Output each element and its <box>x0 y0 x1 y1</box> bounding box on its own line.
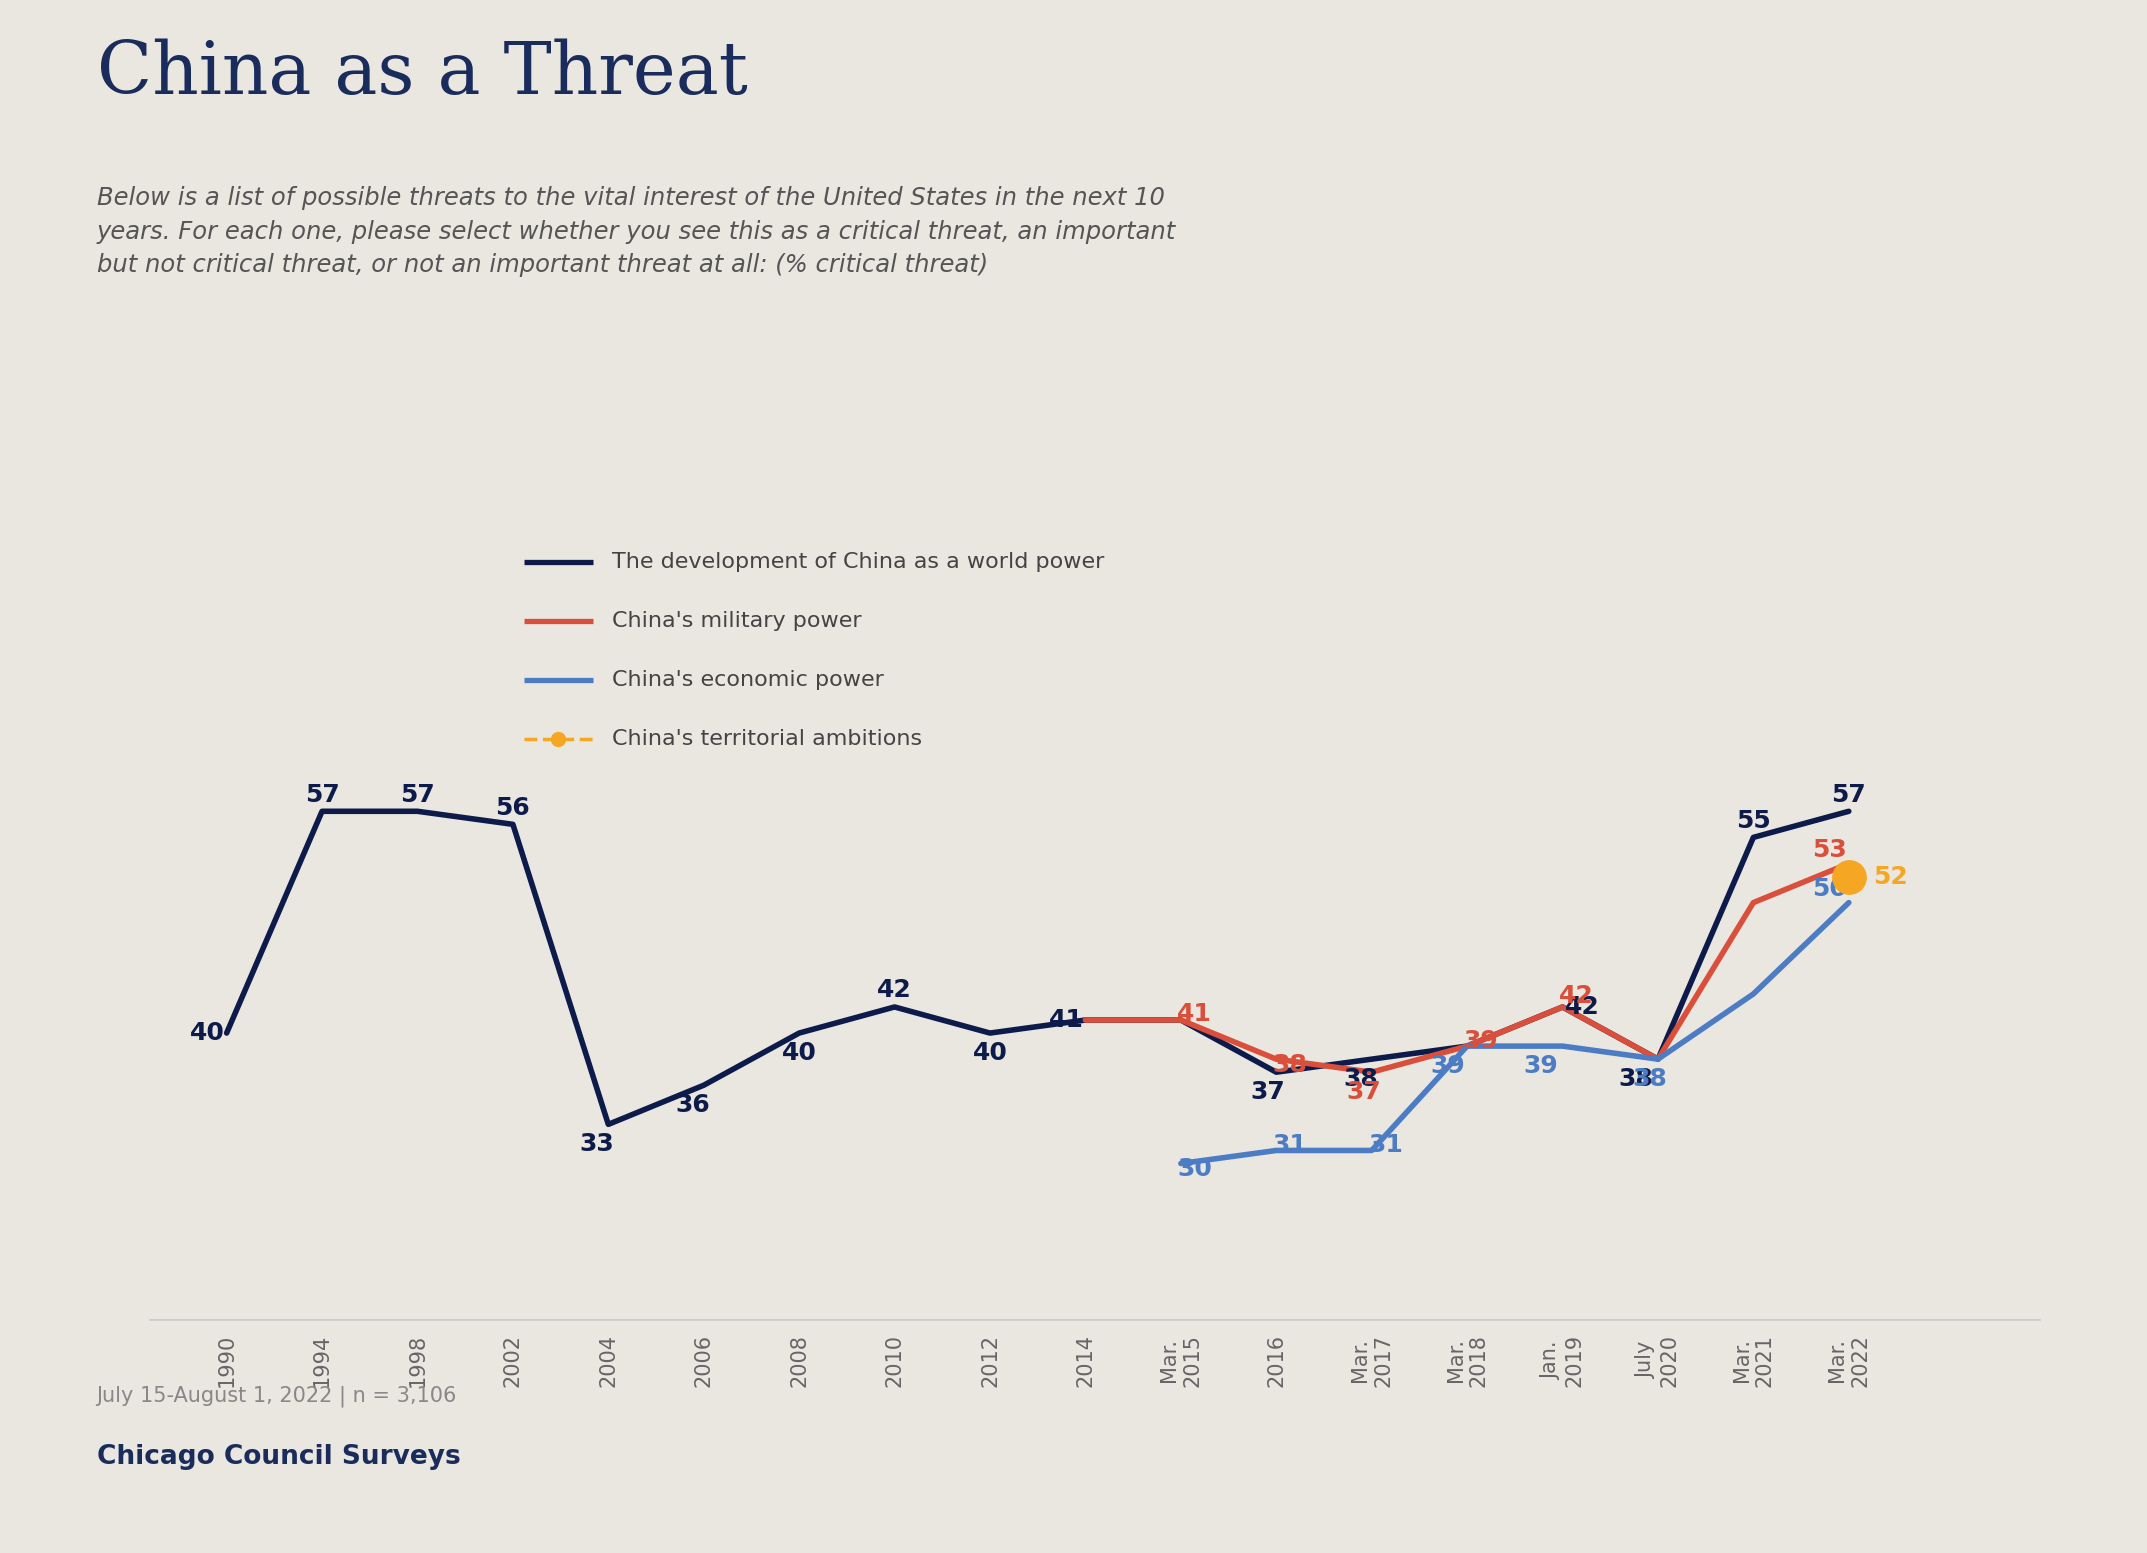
Text: 50: 50 <box>1812 877 1846 901</box>
Text: 57: 57 <box>305 783 339 806</box>
Text: China's military power: China's military power <box>612 612 861 631</box>
Text: 36: 36 <box>676 1093 711 1117</box>
Text: 39: 39 <box>1430 1053 1464 1078</box>
Text: 38: 38 <box>1632 1067 1666 1090</box>
Text: 52: 52 <box>1872 865 1909 888</box>
Text: 41: 41 <box>1048 1008 1084 1033</box>
Text: 38: 38 <box>1273 1053 1308 1076</box>
Text: 39: 39 <box>1464 1028 1499 1053</box>
Text: 37: 37 <box>1250 1079 1286 1104</box>
Text: 33: 33 <box>580 1132 614 1155</box>
Text: 57: 57 <box>1831 783 1866 806</box>
Text: 53: 53 <box>1812 837 1846 862</box>
Text: 40: 40 <box>189 1020 225 1045</box>
Text: 31: 31 <box>1368 1132 1402 1157</box>
Text: China as a Threat: China as a Threat <box>97 39 747 109</box>
Text: The development of China as a world power: The development of China as a world powe… <box>612 553 1104 572</box>
Text: 39: 39 <box>1522 1053 1559 1078</box>
Text: China's territorial ambitions: China's territorial ambitions <box>612 730 921 749</box>
Text: Below is a list of possible threats to the vital interest of the United States i: Below is a list of possible threats to t… <box>97 186 1177 278</box>
Text: 41: 41 <box>1177 1002 1213 1027</box>
Text: 42: 42 <box>1559 985 1593 1008</box>
Text: 40: 40 <box>973 1041 1007 1064</box>
Text: 31: 31 <box>1273 1132 1308 1157</box>
Text: 55: 55 <box>1737 809 1771 832</box>
Text: 37: 37 <box>1346 1079 1381 1104</box>
Text: July 15-August 1, 2022 | n = 3,106: July 15-August 1, 2022 | n = 3,106 <box>97 1385 457 1407</box>
Text: 38: 38 <box>1344 1067 1378 1090</box>
Text: 42: 42 <box>878 978 912 1002</box>
Text: Chicago Council Surveys: Chicago Council Surveys <box>97 1444 459 1471</box>
Text: 42: 42 <box>1565 995 1600 1019</box>
Text: 56: 56 <box>496 795 530 820</box>
Text: 40: 40 <box>782 1041 816 1064</box>
Text: 30: 30 <box>1177 1157 1213 1182</box>
Text: 57: 57 <box>399 783 436 806</box>
Text: 38: 38 <box>1619 1067 1653 1090</box>
Text: China's economic power: China's economic power <box>612 671 885 690</box>
